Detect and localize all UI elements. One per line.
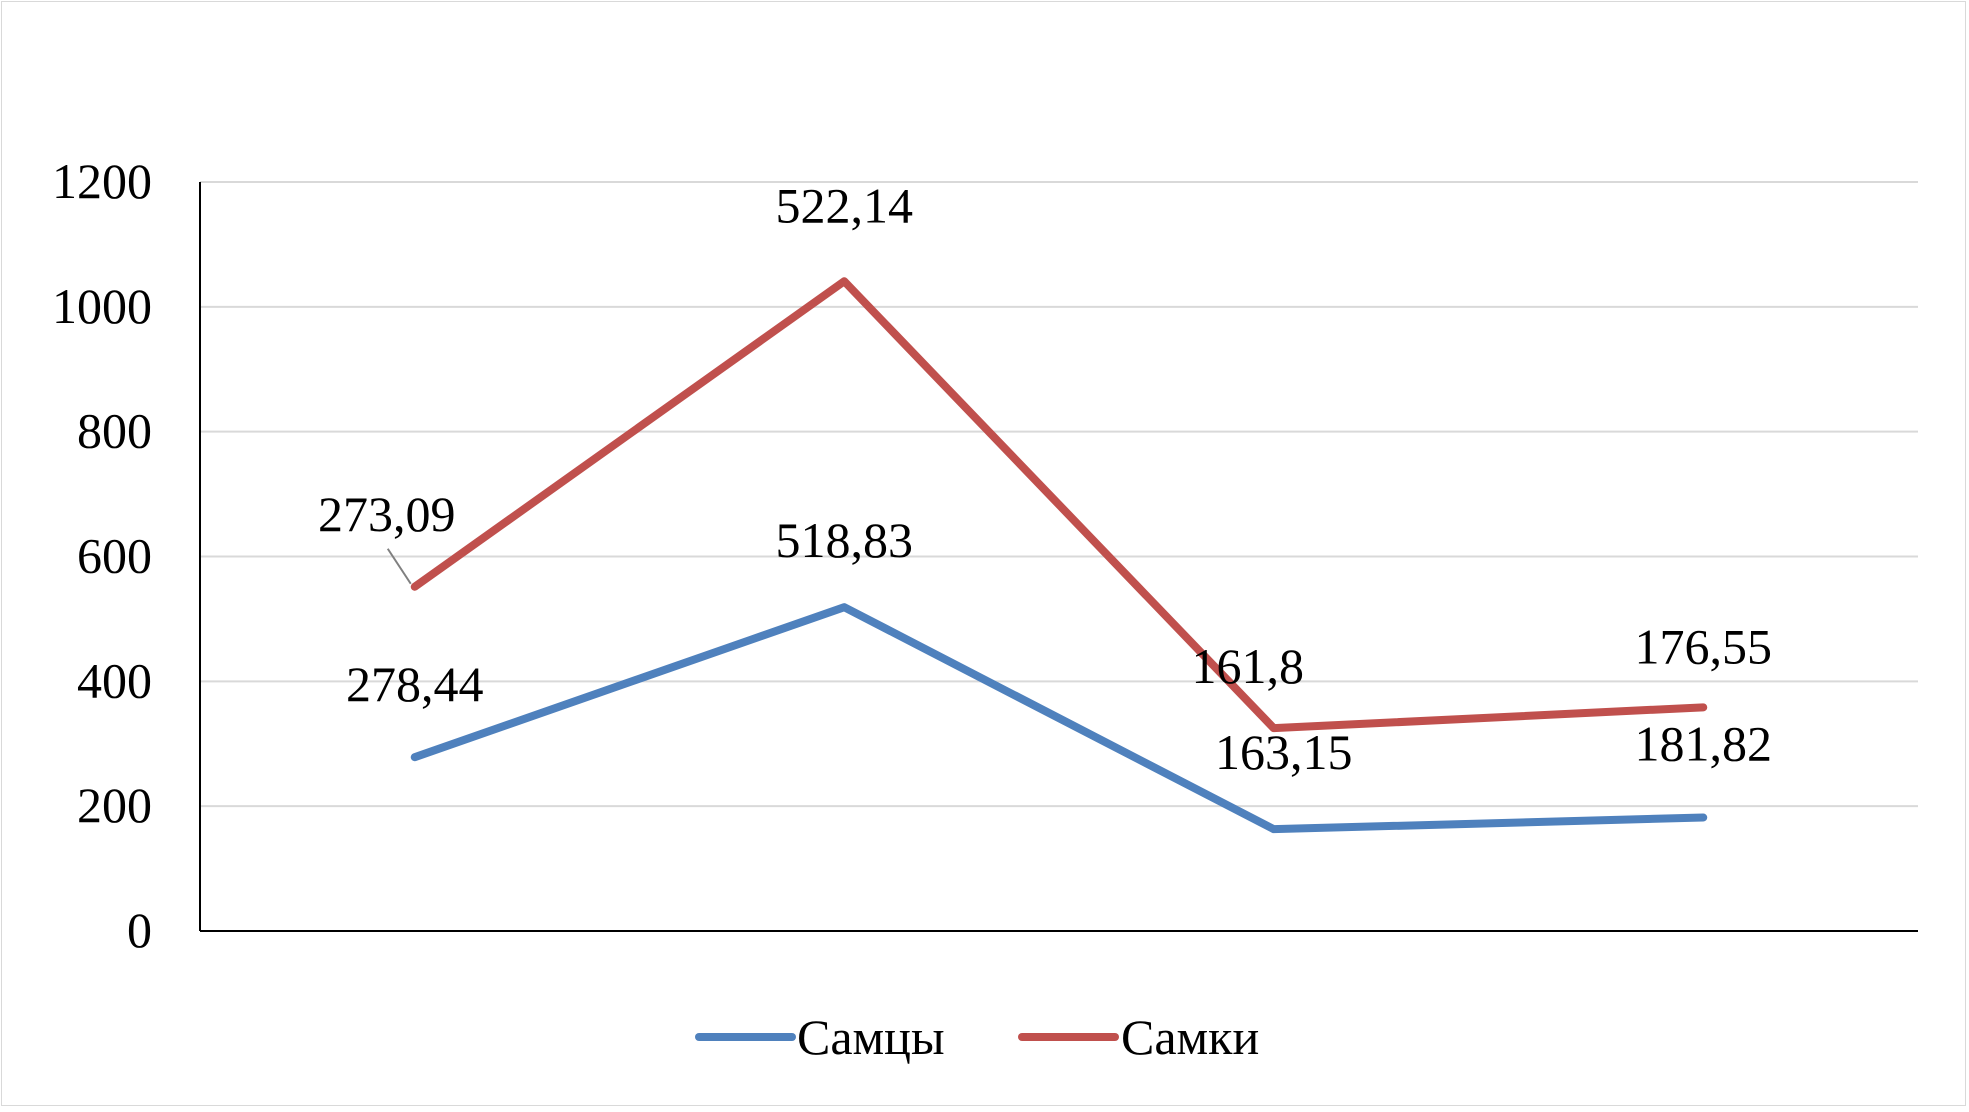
data-label: 161,8 xyxy=(1192,638,1305,694)
data-labels: 278,44 518,83 163,15 181,82 273,09 522,14 161,… xyxy=(318,177,1772,780)
y-tick-label: 400 xyxy=(77,652,152,708)
data-label: 522,14 xyxy=(776,177,914,233)
y-tick-label: 1200 xyxy=(52,153,152,209)
series-line-2 xyxy=(410,277,1708,733)
legend-label-1: Самцы xyxy=(797,1009,945,1065)
data-label: 278,44 xyxy=(346,656,484,712)
series-line-1 xyxy=(410,603,1708,834)
y-tick-label: 0 xyxy=(127,902,152,958)
y-tick-label: 200 xyxy=(77,777,152,833)
series-lines xyxy=(410,277,1708,834)
data-label-leader xyxy=(386,548,412,585)
y-tick-label: 600 xyxy=(77,528,152,584)
axes xyxy=(199,182,1918,932)
data-label: 273,09 xyxy=(318,486,456,542)
y-tick-labels: 0 200 400 600 800 1000 1200 xyxy=(52,153,152,958)
y-tick-label: 800 xyxy=(77,403,152,459)
data-label: 176,55 xyxy=(1635,618,1773,674)
gridlines xyxy=(200,181,1918,808)
data-label: 181,82 xyxy=(1635,716,1773,772)
y-tick-label: 1000 xyxy=(52,278,152,334)
legend: Самцы Самки xyxy=(695,1009,1259,1065)
data-label: 163,15 xyxy=(1215,724,1353,780)
legend-label-2: Самки xyxy=(1121,1009,1259,1065)
data-label: 518,83 xyxy=(776,512,914,568)
